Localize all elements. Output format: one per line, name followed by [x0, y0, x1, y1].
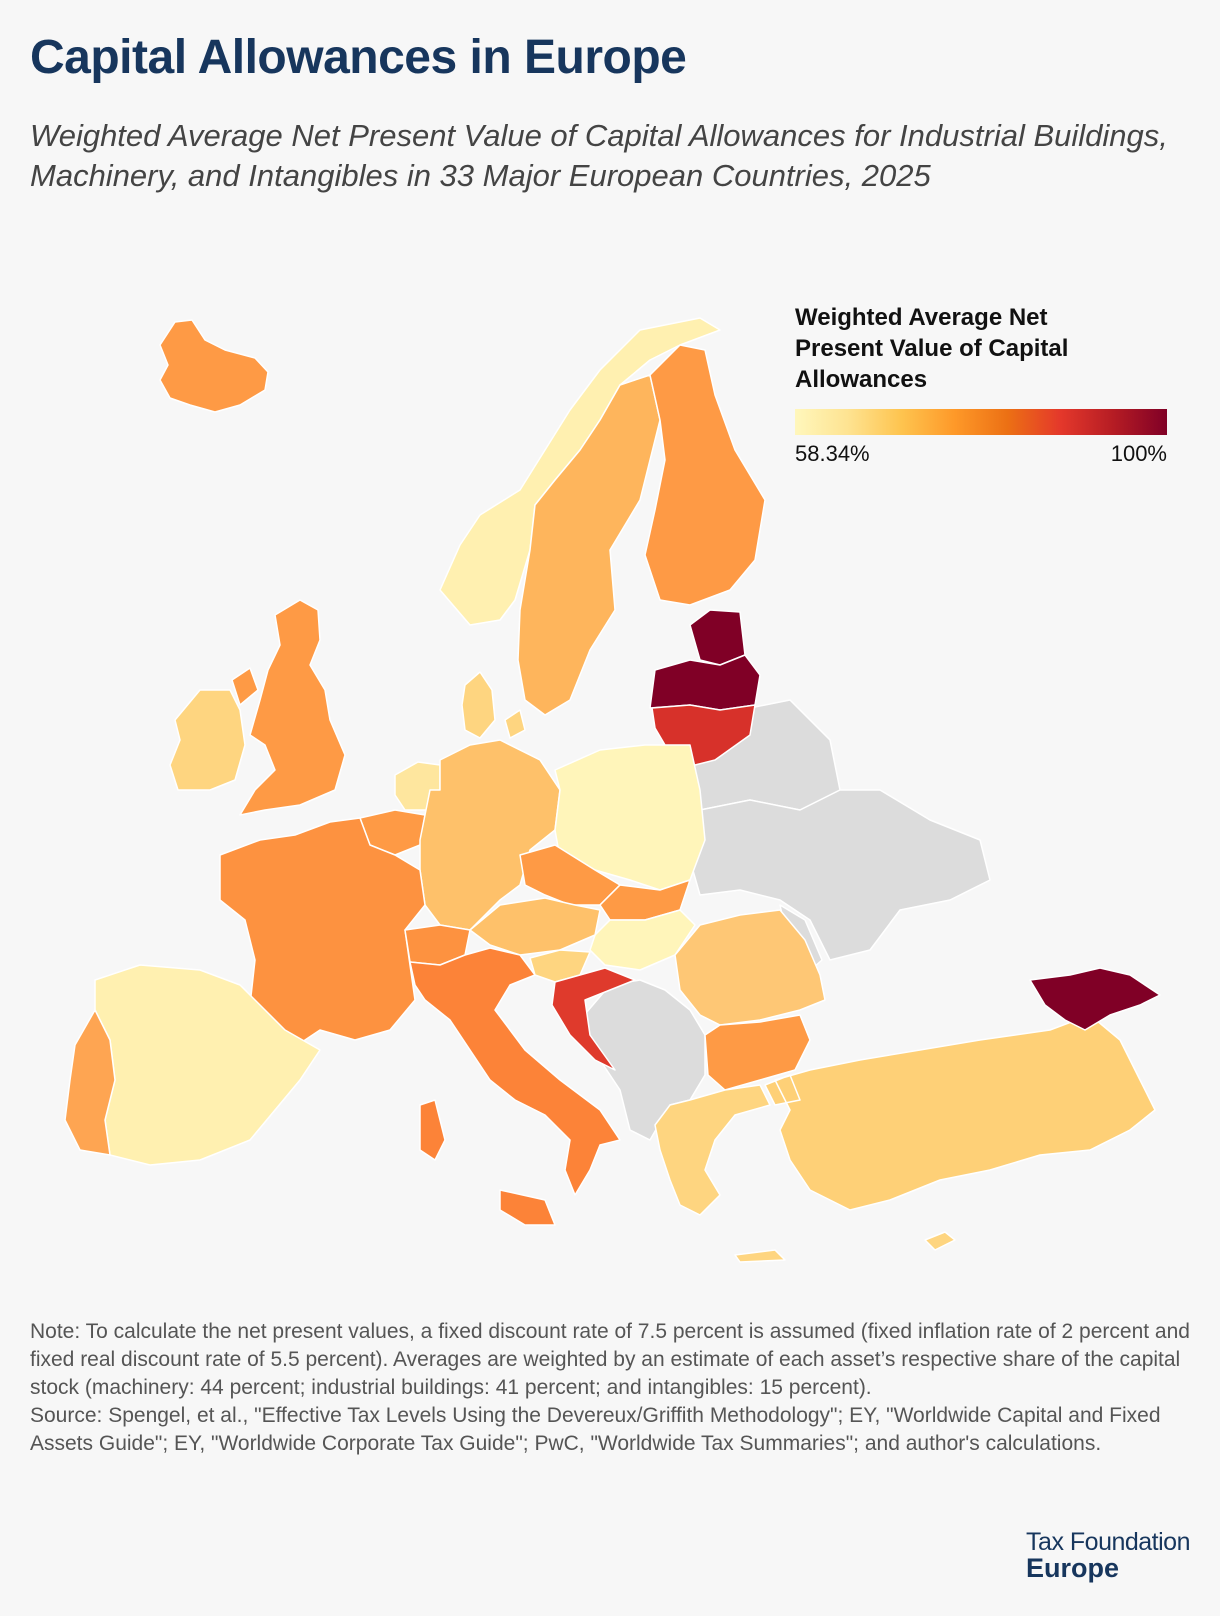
note-text: Note: To calculate the net present value…	[30, 1320, 1190, 1399]
europe-map	[64, 317, 1161, 1263]
legend-color-scale	[795, 409, 1167, 435]
region-romania	[674, 909, 826, 1026]
region-latvia	[649, 654, 761, 711]
brand-region: Europe	[1026, 1553, 1120, 1583]
region-norway	[439, 317, 721, 626]
region-italy	[409, 947, 621, 1226]
region-croatia	[551, 967, 636, 1071]
region-germany	[419, 739, 561, 931]
region-iceland	[159, 319, 269, 413]
region-greece	[654, 1084, 786, 1263]
region-austria	[469, 897, 601, 956]
region-estonia	[689, 609, 746, 666]
legend-labels: 58.34% 100%	[795, 441, 1167, 467]
region-hungary	[589, 909, 696, 971]
region-bulgaria	[704, 1014, 811, 1091]
region-portugal	[64, 1009, 116, 1156]
region-ireland	[169, 689, 246, 791]
region-denmark	[461, 671, 526, 739]
region-cyprus	[924, 1231, 956, 1251]
region-ukraine	[689, 789, 991, 961]
chart-title: Capital Allowances in Europe	[30, 31, 687, 84]
source-text: Source: Spengel, et al., "Effective Tax …	[30, 1404, 1161, 1455]
brand-logo: Tax Foundation Europe	[1026, 1528, 1190, 1584]
legend-title: Weighted Average Net Present Value of Ca…	[795, 304, 1069, 393]
region-georgia	[1029, 967, 1161, 1031]
legend-min-label: 58.34%	[795, 441, 870, 466]
region-finland	[644, 344, 766, 606]
region-united-kingdom	[231, 599, 346, 816]
region-sweden	[517, 374, 661, 716]
region-balkans	[579, 979, 706, 1141]
brand-name: Tax Foundation	[1026, 1528, 1190, 1556]
region-france	[219, 817, 426, 1051]
region-turkey	[764, 1014, 1156, 1211]
legend-max-label: 100%	[1110, 441, 1167, 466]
legend: Weighted Average Net Present Value of Ca…	[795, 302, 1167, 467]
chart-subtitle: Weighted Average Net Present Value of Ca…	[30, 118, 1168, 193]
footnote: Note: To calculate the net present value…	[30, 1318, 1200, 1458]
